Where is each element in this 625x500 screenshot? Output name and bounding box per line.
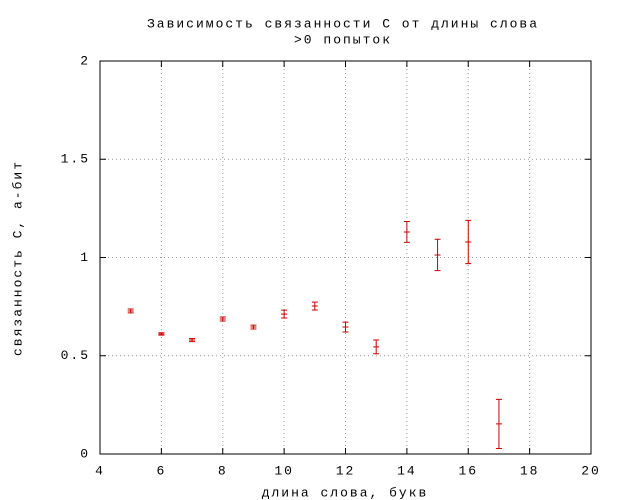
error-bar bbox=[495, 398, 502, 449]
x-tick-label: 20 bbox=[581, 463, 601, 478]
x-tick-label: 16 bbox=[458, 463, 478, 478]
error-bar bbox=[434, 238, 441, 272]
error-bar bbox=[311, 301, 318, 311]
error-bar bbox=[189, 337, 196, 343]
x-tick-label: 10 bbox=[274, 463, 294, 478]
y-tick-label: 2 bbox=[80, 53, 90, 68]
y-tick-label: 0 bbox=[80, 446, 90, 461]
error-bar bbox=[403, 221, 410, 243]
x-tick-label: 12 bbox=[336, 463, 356, 478]
error-bar bbox=[465, 219, 472, 265]
x-tick-label: 8 bbox=[218, 463, 228, 478]
plot-border bbox=[99, 60, 592, 455]
x-tick-label: 18 bbox=[520, 463, 540, 478]
x-axis-label: длина слова, букв bbox=[262, 485, 429, 500]
chart-subtitle: >0 попыток bbox=[294, 32, 392, 47]
error-bar bbox=[127, 308, 134, 314]
error-bar bbox=[342, 321, 349, 333]
chart-title: Зависимость связанности С от длины слова bbox=[147, 16, 539, 31]
error-bar bbox=[158, 332, 165, 336]
y-axis-label: связанность С, а-бит bbox=[10, 160, 25, 356]
x-tick-label: 6 bbox=[156, 463, 166, 478]
x-tick-label: 4 bbox=[95, 463, 105, 478]
error-bar bbox=[250, 324, 257, 330]
x-tick-label: 14 bbox=[397, 463, 417, 478]
y-tick-label: 0.5 bbox=[61, 348, 90, 363]
error-bar bbox=[373, 339, 380, 355]
error-bar bbox=[219, 316, 226, 322]
error-bar bbox=[281, 309, 288, 319]
y-tick-label: 1 bbox=[80, 250, 90, 265]
y-tick-label: 1.5 bbox=[61, 152, 90, 167]
